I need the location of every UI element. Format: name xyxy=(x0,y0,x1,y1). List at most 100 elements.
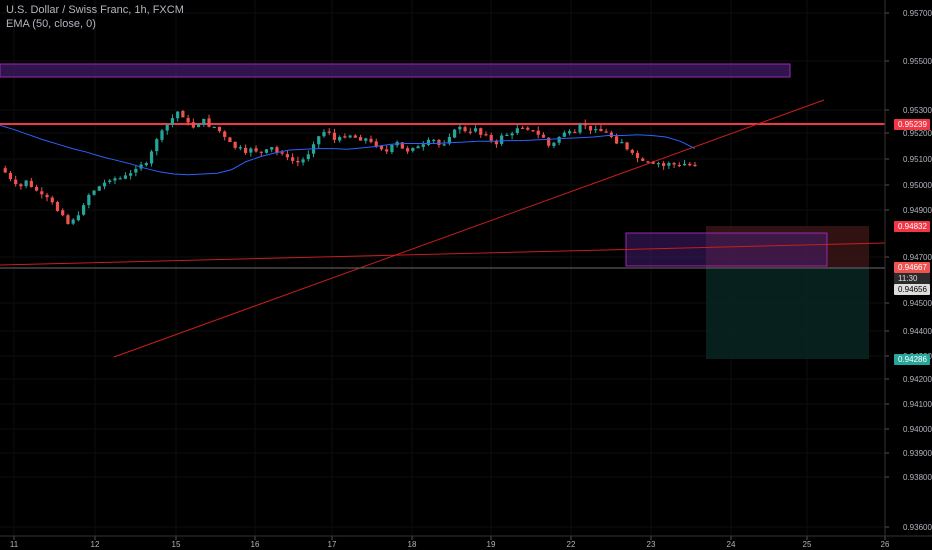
candle-body[interactable] xyxy=(453,129,457,138)
candle-body[interactable] xyxy=(191,122,195,128)
candle-body[interactable] xyxy=(494,141,499,145)
candle-body[interactable] xyxy=(55,201,60,211)
time-axis[interactable]: 11 12 15 16 17 18 19 22 23 24 25 26 xyxy=(0,535,932,549)
candle-body[interactable] xyxy=(322,131,326,137)
candle-body[interactable] xyxy=(296,160,300,163)
candle-body[interactable] xyxy=(249,148,253,153)
candle-body[interactable] xyxy=(139,164,143,169)
candle-body[interactable] xyxy=(651,162,655,164)
candle-body[interactable] xyxy=(505,134,509,137)
candle-body[interactable] xyxy=(270,147,274,150)
candle-body[interactable] xyxy=(8,172,13,180)
candle-body[interactable] xyxy=(275,147,279,153)
candle-body[interactable] xyxy=(609,132,613,137)
candle-body[interactable] xyxy=(458,126,462,130)
candle-body[interactable] xyxy=(34,186,39,191)
candle-body[interactable] xyxy=(348,135,352,138)
candle-body[interactable] xyxy=(531,130,535,132)
candle-body[interactable] xyxy=(317,136,321,145)
candle-body[interactable] xyxy=(50,197,54,203)
candle-body[interactable] xyxy=(615,136,619,144)
candle-body[interactable] xyxy=(583,123,587,126)
candle-body[interactable] xyxy=(630,149,634,153)
candle-body[interactable] xyxy=(196,123,201,128)
candle-body[interactable] xyxy=(217,126,222,132)
candle-body[interactable] xyxy=(358,137,363,141)
candle-body[interactable] xyxy=(500,135,504,144)
candle-body[interactable] xyxy=(578,123,582,133)
candle-body[interactable] xyxy=(405,148,410,152)
candle-body[interactable] xyxy=(40,191,44,195)
candle-body[interactable] xyxy=(672,163,676,165)
candle-body[interactable] xyxy=(447,136,451,144)
resistance-zone[interactable] xyxy=(0,63,791,78)
candle-body[interactable] xyxy=(207,118,211,127)
candle-body[interactable] xyxy=(155,139,159,152)
candle-body[interactable] xyxy=(536,130,540,135)
candle-body[interactable] xyxy=(599,128,603,132)
candle-body[interactable] xyxy=(71,219,75,224)
candle-body[interactable] xyxy=(291,157,295,161)
candle-body[interactable] xyxy=(374,141,378,147)
candle-body[interactable] xyxy=(573,131,577,134)
candle-body[interactable] xyxy=(301,159,305,163)
candle-body[interactable] xyxy=(181,111,185,118)
candle-body[interactable] xyxy=(468,131,472,133)
candle-body[interactable] xyxy=(176,111,180,119)
candle-body[interactable] xyxy=(604,131,608,133)
candle-body[interactable] xyxy=(552,142,556,146)
candle-body[interactable] xyxy=(620,142,624,144)
candle-body[interactable] xyxy=(306,154,310,160)
candle-body[interactable] xyxy=(364,138,368,141)
candle-body[interactable] xyxy=(327,131,331,133)
consolidation-zone[interactable] xyxy=(625,232,828,267)
candle-body[interactable] xyxy=(280,152,284,154)
candle-body[interactable] xyxy=(562,132,566,137)
candle-body[interactable] xyxy=(123,175,128,179)
candle-body[interactable] xyxy=(212,126,216,129)
candle-body[interactable] xyxy=(369,138,373,143)
candle-body[interactable] xyxy=(557,136,561,143)
take-profit-zone[interactable] xyxy=(706,268,869,359)
candle-body[interactable] xyxy=(594,129,598,131)
candle-body[interactable] xyxy=(233,141,237,148)
candle-body[interactable] xyxy=(437,139,441,145)
candle-body[interactable] xyxy=(87,194,91,205)
candle-body[interactable] xyxy=(656,163,661,165)
flat-support-line[interactable] xyxy=(0,242,886,266)
candle-body[interactable] xyxy=(463,127,467,132)
candle-body[interactable] xyxy=(646,161,650,163)
candle-body[interactable] xyxy=(567,131,572,134)
candle-body[interactable] xyxy=(588,125,593,131)
candle-body[interactable] xyxy=(390,144,394,153)
candle-body[interactable] xyxy=(76,215,80,221)
candle-body[interactable] xyxy=(118,178,122,180)
candle-body[interactable] xyxy=(102,182,107,187)
candle-body[interactable] xyxy=(186,117,190,123)
candle-body[interactable] xyxy=(238,147,242,149)
candle-body[interactable] xyxy=(14,179,18,185)
candle-body[interactable] xyxy=(432,139,436,142)
candle-body[interactable] xyxy=(677,164,681,167)
candle-body[interactable] xyxy=(515,128,519,133)
candle-body[interactable] xyxy=(426,139,431,145)
candle-body[interactable] xyxy=(473,128,478,132)
candle-body[interactable] xyxy=(635,152,640,159)
candle-body[interactable] xyxy=(682,163,687,166)
candle-body[interactable] xyxy=(520,127,525,129)
candle-body[interactable] xyxy=(411,147,415,151)
candle-body[interactable] xyxy=(416,146,420,149)
candle-body[interactable] xyxy=(165,124,169,131)
candle-body[interactable] xyxy=(92,190,96,195)
candle-body[interactable] xyxy=(541,134,546,138)
candle-body[interactable] xyxy=(97,186,101,191)
candle-body[interactable] xyxy=(134,168,138,173)
candle-body[interactable] xyxy=(688,163,692,166)
candle-body[interactable] xyxy=(285,154,290,158)
candle-body[interactable] xyxy=(489,135,493,141)
candle-body[interactable] xyxy=(484,134,488,136)
candle-body[interactable] xyxy=(693,164,697,167)
candle-body[interactable] xyxy=(61,210,65,216)
